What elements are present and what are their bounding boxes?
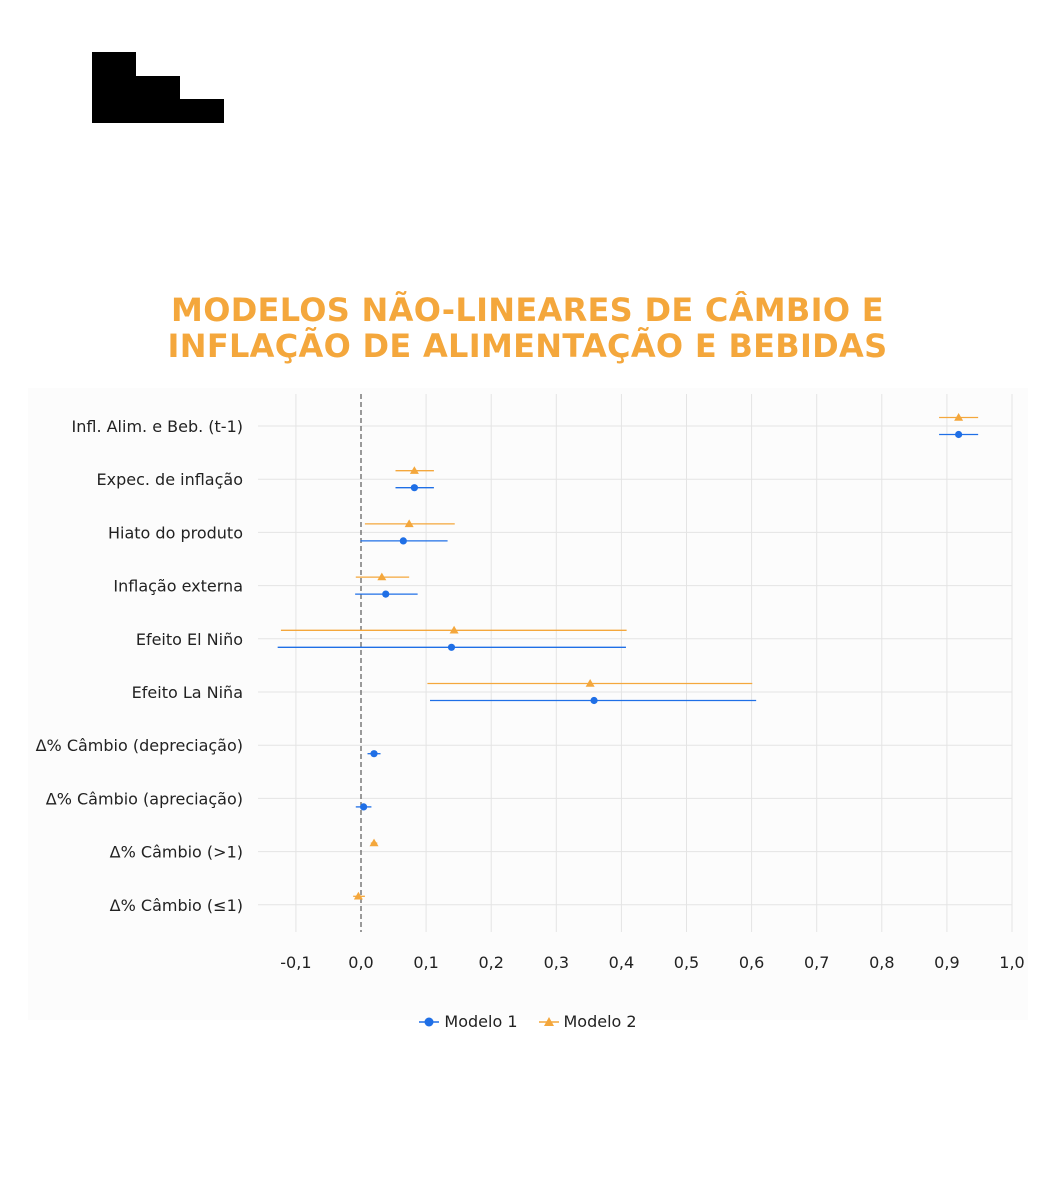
estimate-point — [585, 679, 595, 687]
legend: Modelo 1 Modelo 2 — [0, 1012, 1055, 1031]
category-label: Inflação externa — [113, 577, 243, 596]
estimate-point — [590, 696, 598, 705]
estimate-point — [410, 484, 418, 492]
estimate-point — [954, 413, 964, 421]
category-label: Δ% Câmbio (depreciação) — [36, 736, 243, 755]
estimate-point — [955, 430, 963, 439]
estimate-point — [360, 803, 368, 811]
category-label: Efeito El Niño — [136, 630, 243, 649]
estimate-point — [409, 466, 419, 474]
x-tick-label: 0,0 — [348, 953, 373, 972]
estimate-point — [449, 625, 459, 634]
chart-title-line-1: MODELOS NÃO-LINEARES DE CÂMBIO E — [171, 291, 884, 329]
estimate-point — [353, 891, 363, 900]
estimate-point — [377, 572, 387, 581]
category-label: Δ% Câmbio (apreciação) — [46, 789, 243, 808]
triangle-marker-icon — [538, 1016, 559, 1026]
legend-item-modelo-1[interactable]: Modelo 1 — [418, 1012, 518, 1031]
estimate-point — [404, 519, 414, 528]
x-tick-label: 0,5 — [674, 953, 699, 972]
series-2 — [280, 413, 979, 900]
x-tick-label: 1,0 — [999, 953, 1024, 972]
circle-marker-icon — [419, 1017, 440, 1026]
brand-logo — [92, 52, 224, 123]
x-tick-label: 0,7 — [804, 953, 829, 972]
category-labels: Infl. Alim. e Beb. (t-1) Expec. de inflaç… — [36, 417, 243, 915]
category-label: Efeito La Niña — [132, 683, 243, 702]
legend-label-modelo-2: Modelo 2 — [563, 1012, 637, 1031]
legend-label-modelo-1: Modelo 1 — [444, 1012, 518, 1031]
grid-layer — [258, 394, 1013, 932]
category-label: Δ% Câmbio (≤1) — [110, 896, 243, 915]
chart-title-line-2: INFLAÇÃO DE ALIMENTAÇÃO E BEBIDAS — [167, 327, 888, 365]
estimate-point — [447, 643, 456, 651]
legend-item-modelo-2[interactable]: Modelo 2 — [538, 1012, 637, 1031]
category-label: Hiato do produto — [108, 523, 243, 542]
plot-background — [28, 388, 1028, 1020]
estimate-point — [399, 537, 407, 545]
x-tick-label: 0,1 — [413, 953, 438, 972]
x-tick-label: 0,3 — [544, 953, 569, 972]
estimate-point — [369, 838, 379, 847]
coefficient-plot: Infl. Alim. e Beb. (t-1) Expec. de inflaç… — [36, 394, 1025, 972]
series-layer — [277, 413, 979, 900]
chart-title: MODELOS NÃO-LINEARES DE CÂMBIO E INFLAÇÃ… — [0, 292, 1055, 364]
series-1 — [277, 430, 979, 811]
x-tick-label: 0,8 — [869, 953, 894, 972]
estimate-point — [370, 750, 378, 758]
x-tick-labels: -0,1 0,0 0,1 0,2 0,3 0,4 0,5 0,6 0,7 0,8 0,9 1,0 — [280, 953, 1024, 972]
x-tick-label: -0,1 — [280, 953, 311, 972]
x-tick-label: 0,2 — [478, 953, 503, 972]
category-label: Δ% Câmbio (>1) — [110, 843, 243, 862]
category-label: Expec. de inflação — [97, 470, 244, 489]
x-tick-label: 0,4 — [609, 953, 634, 972]
x-tick-label: 0,9 — [934, 953, 959, 972]
x-tick-label: 0,6 — [739, 953, 764, 972]
category-label: Infl. Alim. e Beb. (t-1) — [72, 417, 244, 436]
estimate-point — [382, 590, 390, 598]
